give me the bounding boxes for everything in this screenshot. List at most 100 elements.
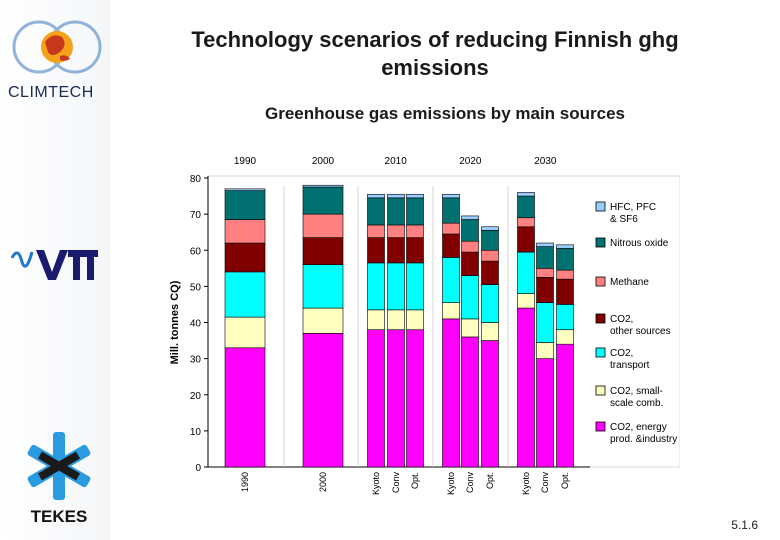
y-tick-label: 60 [190,246,202,257]
bar-segment [387,193,405,199]
legend-label: HFC, PFC & SF6 [610,202,656,225]
bar-segment [406,237,424,264]
y-tick-label: 70 [190,210,202,221]
legend-label: CO2, energy prod. &industry [610,422,677,445]
y-tick-label: 30 [190,355,202,366]
bar-segment [302,213,344,238]
group-label-1990: 1990 [234,156,257,167]
x-tick-label: Conv [465,472,475,494]
bar-segment [406,262,424,311]
x-tick-label: Opt. [560,472,570,489]
bar-segment [536,268,554,278]
x-tick-label: 1990 [240,472,250,492]
bar-segment [442,257,460,303]
bar-segment [367,329,385,468]
y-tick-label: 20 [190,391,202,402]
bar-segment [302,184,344,188]
vtt-logo [10,250,98,280]
bar-segment [302,186,344,215]
bar-segment [406,224,424,238]
bar-segment [367,197,385,226]
bar-segment [442,318,460,468]
bar-segment [387,197,405,226]
bar-segment [556,329,574,345]
y-tick-label: 10 [190,427,202,438]
bar-segment [224,347,266,468]
bar-segment [481,249,499,262]
bar-segment [367,237,385,264]
slide-number: 5.1.6 [731,518,758,532]
y-tick-label: 40 [190,319,202,330]
legend-swatch [595,313,606,324]
x-tick-label: Opt. [485,472,495,489]
bar-segment [367,193,385,199]
tekes-logo: TEKES [27,432,91,526]
bar-segment [442,233,460,258]
bar-segment [517,307,535,468]
bar-segment [556,278,574,305]
bar-segment [367,309,385,331]
group-label-2020: 2020 [459,156,482,167]
legend-swatch [595,201,606,212]
y-tick-label: 0 [195,463,201,474]
bar-segment [556,304,574,331]
x-tick-label: 2000 [318,472,328,492]
bar-segment [461,219,479,242]
bar-segment [536,246,554,269]
bar-segment [224,219,266,244]
x-tick-label: Opt. [410,472,420,489]
bar-segment [556,248,574,271]
bar-segment [517,293,535,309]
bar-segment [442,193,460,199]
bar-segment [481,322,499,341]
y-tick-label: 80 [190,174,202,185]
legend-label: Methane [610,277,649,288]
bar-segment [367,224,385,238]
group-label-2010: 2010 [385,156,408,167]
bar-segment [406,309,424,331]
y-tick-label: 50 [190,282,202,293]
legend-swatch [595,421,606,432]
bar-segment [224,190,266,220]
bar-segment [302,333,344,468]
x-tick-label: Conv [540,472,550,494]
bar-segment [461,251,479,276]
climtech-globe-logo [12,20,102,74]
bar-segment [224,271,266,318]
bar-segment [442,302,460,320]
bar-segment [224,316,266,349]
bar-segment [461,336,479,468]
bar-segment [536,342,554,359]
bar-segment [536,302,554,343]
legend-swatch [595,347,606,358]
bar-segment [224,242,266,273]
tekes-wordmark: TEKES [31,507,88,526]
bar-segment [442,222,460,235]
bar-segment [517,251,535,294]
legend-swatch [595,276,606,287]
group-label-2030: 2030 [534,156,557,167]
bar-segment [556,269,574,280]
legend-label: Nitrous oxide [610,238,669,249]
bar-segment [517,195,535,219]
bar-segment [517,217,535,228]
legend-label: CO2, other sources [610,314,671,337]
legend-swatch [595,385,606,396]
x-tick-label: Kyoto [371,472,381,495]
legend-label: CO2, small-scale comb. [610,386,663,409]
bar-segment [387,237,405,264]
bar-segment [302,307,344,334]
bar-segment [302,237,344,265]
bar-segment [461,215,479,220]
bar-segment [461,275,479,320]
group-label-2000: 2000 [312,156,335,167]
bar-segment [536,358,554,468]
bar-segment [406,329,424,468]
bar-segment [302,264,344,309]
bar-segment [406,193,424,199]
climtech-wordmark: CLIMTECH [8,84,94,101]
bar-segment [517,192,535,197]
bar-segment [556,343,574,468]
logo-sidebar: CLIMTECH TEKES [0,0,110,540]
